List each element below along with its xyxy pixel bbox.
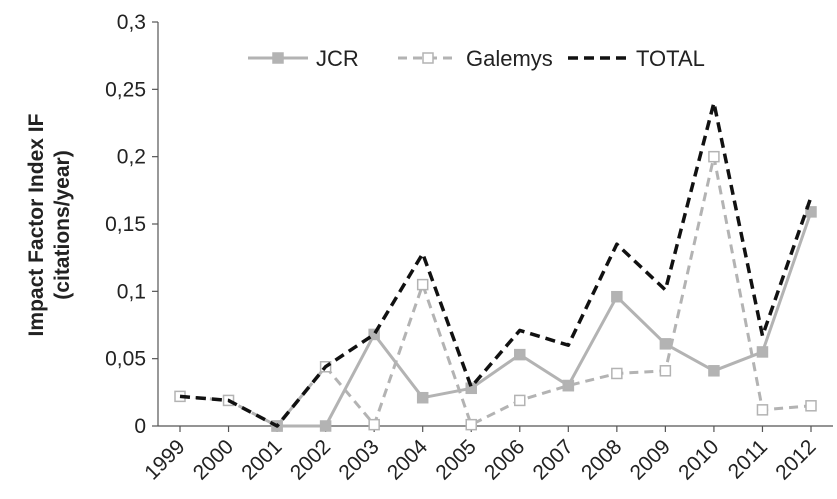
data-point-galemys: [805, 400, 817, 412]
series-line-jcr: [277, 211, 813, 428]
data-point-galemys: [416, 278, 429, 291]
legend-item-jcr: JCR: [248, 46, 359, 71]
legend-item-galemys: Galemys: [398, 46, 553, 71]
y-axis-title: Impact Factor Index IF (citations/year): [25, 113, 74, 336]
x-tick-label: 2010: [674, 435, 723, 484]
data-point-jcr: [611, 290, 623, 303]
x-tick-label: 1999: [140, 435, 189, 484]
y-axis-title-line-2: (citations/year): [51, 150, 74, 299]
data-point-jcr: [659, 338, 672, 350]
x-tick-label: 2006: [480, 435, 529, 484]
y-tick-labels: 0 0,05 0,1 0,15 0,2 0,25 0,3: [105, 11, 146, 438]
y-tick-label: 0,3: [117, 11, 146, 34]
y-tick-label: 0,25: [105, 78, 146, 101]
x-tick-label: 2007: [529, 435, 578, 484]
data-point-galemys: [756, 404, 769, 416]
data-point-jcr: [708, 365, 720, 377]
data-point-galemys: [465, 418, 477, 431]
x-tick-label: 2003: [334, 435, 383, 484]
series-total: [179, 101, 813, 428]
x-tick-label: 2009: [626, 435, 675, 484]
legend-label-total: TOTAL: [636, 46, 705, 71]
data-point-galemys: [659, 365, 672, 377]
data-point-jcr: [562, 379, 575, 392]
x-tick-label: 2011: [724, 435, 772, 483]
data-point-jcr: [514, 348, 526, 361]
legend-label-galemys: Galemys: [466, 46, 553, 71]
data-point-galemys: [368, 418, 380, 431]
legend-label-jcr: JCR: [316, 46, 359, 71]
legend: JCR Galemys TOTAL: [248, 46, 705, 71]
x-tick-label: 2004: [383, 435, 433, 485]
x-tick-label: 2001: [237, 435, 286, 484]
y-tick-label: 0,15: [105, 213, 146, 236]
legend-marker-jcr: [272, 52, 284, 64]
data-point-jcr: [805, 206, 817, 218]
x-tick-label: 2008: [577, 435, 626, 484]
y-tick-label: 0: [134, 415, 146, 438]
series-line-total: [179, 101, 813, 428]
data-point-galemys: [611, 367, 623, 380]
series-group: [174, 101, 817, 432]
x-tick-label: 2012: [771, 435, 820, 484]
data-point-jcr: [319, 420, 332, 432]
y-tick-label: 0,1: [117, 280, 146, 303]
series-jcr: [271, 206, 817, 432]
x-tick-labels: 1999 2000 2001 2002 2003 2004 2005 2006 2007 2008…: [140, 435, 820, 485]
data-point-galemys: [708, 150, 720, 163]
x-tick-label: 2000: [189, 435, 238, 484]
data-point-jcr: [416, 391, 429, 404]
y-tick-label: 0,05: [105, 348, 146, 371]
x-tick-label: 2002: [286, 435, 335, 484]
data-point-jcr: [756, 346, 769, 358]
x-tick-label: 2005: [431, 435, 480, 484]
series-galemys: [174, 150, 817, 432]
data-point-galemys: [514, 394, 526, 407]
y-axis-title-line-1: Impact Factor Index IF: [25, 113, 48, 336]
axes-group: [152, 21, 833, 432]
legend-marker-galemys: [422, 52, 434, 64]
data-point-jcr: [368, 328, 380, 341]
y-tick-label: 0,2: [117, 146, 146, 169]
legend-item-total: TOTAL: [568, 46, 705, 71]
series-line-galemys: [179, 155, 812, 428]
